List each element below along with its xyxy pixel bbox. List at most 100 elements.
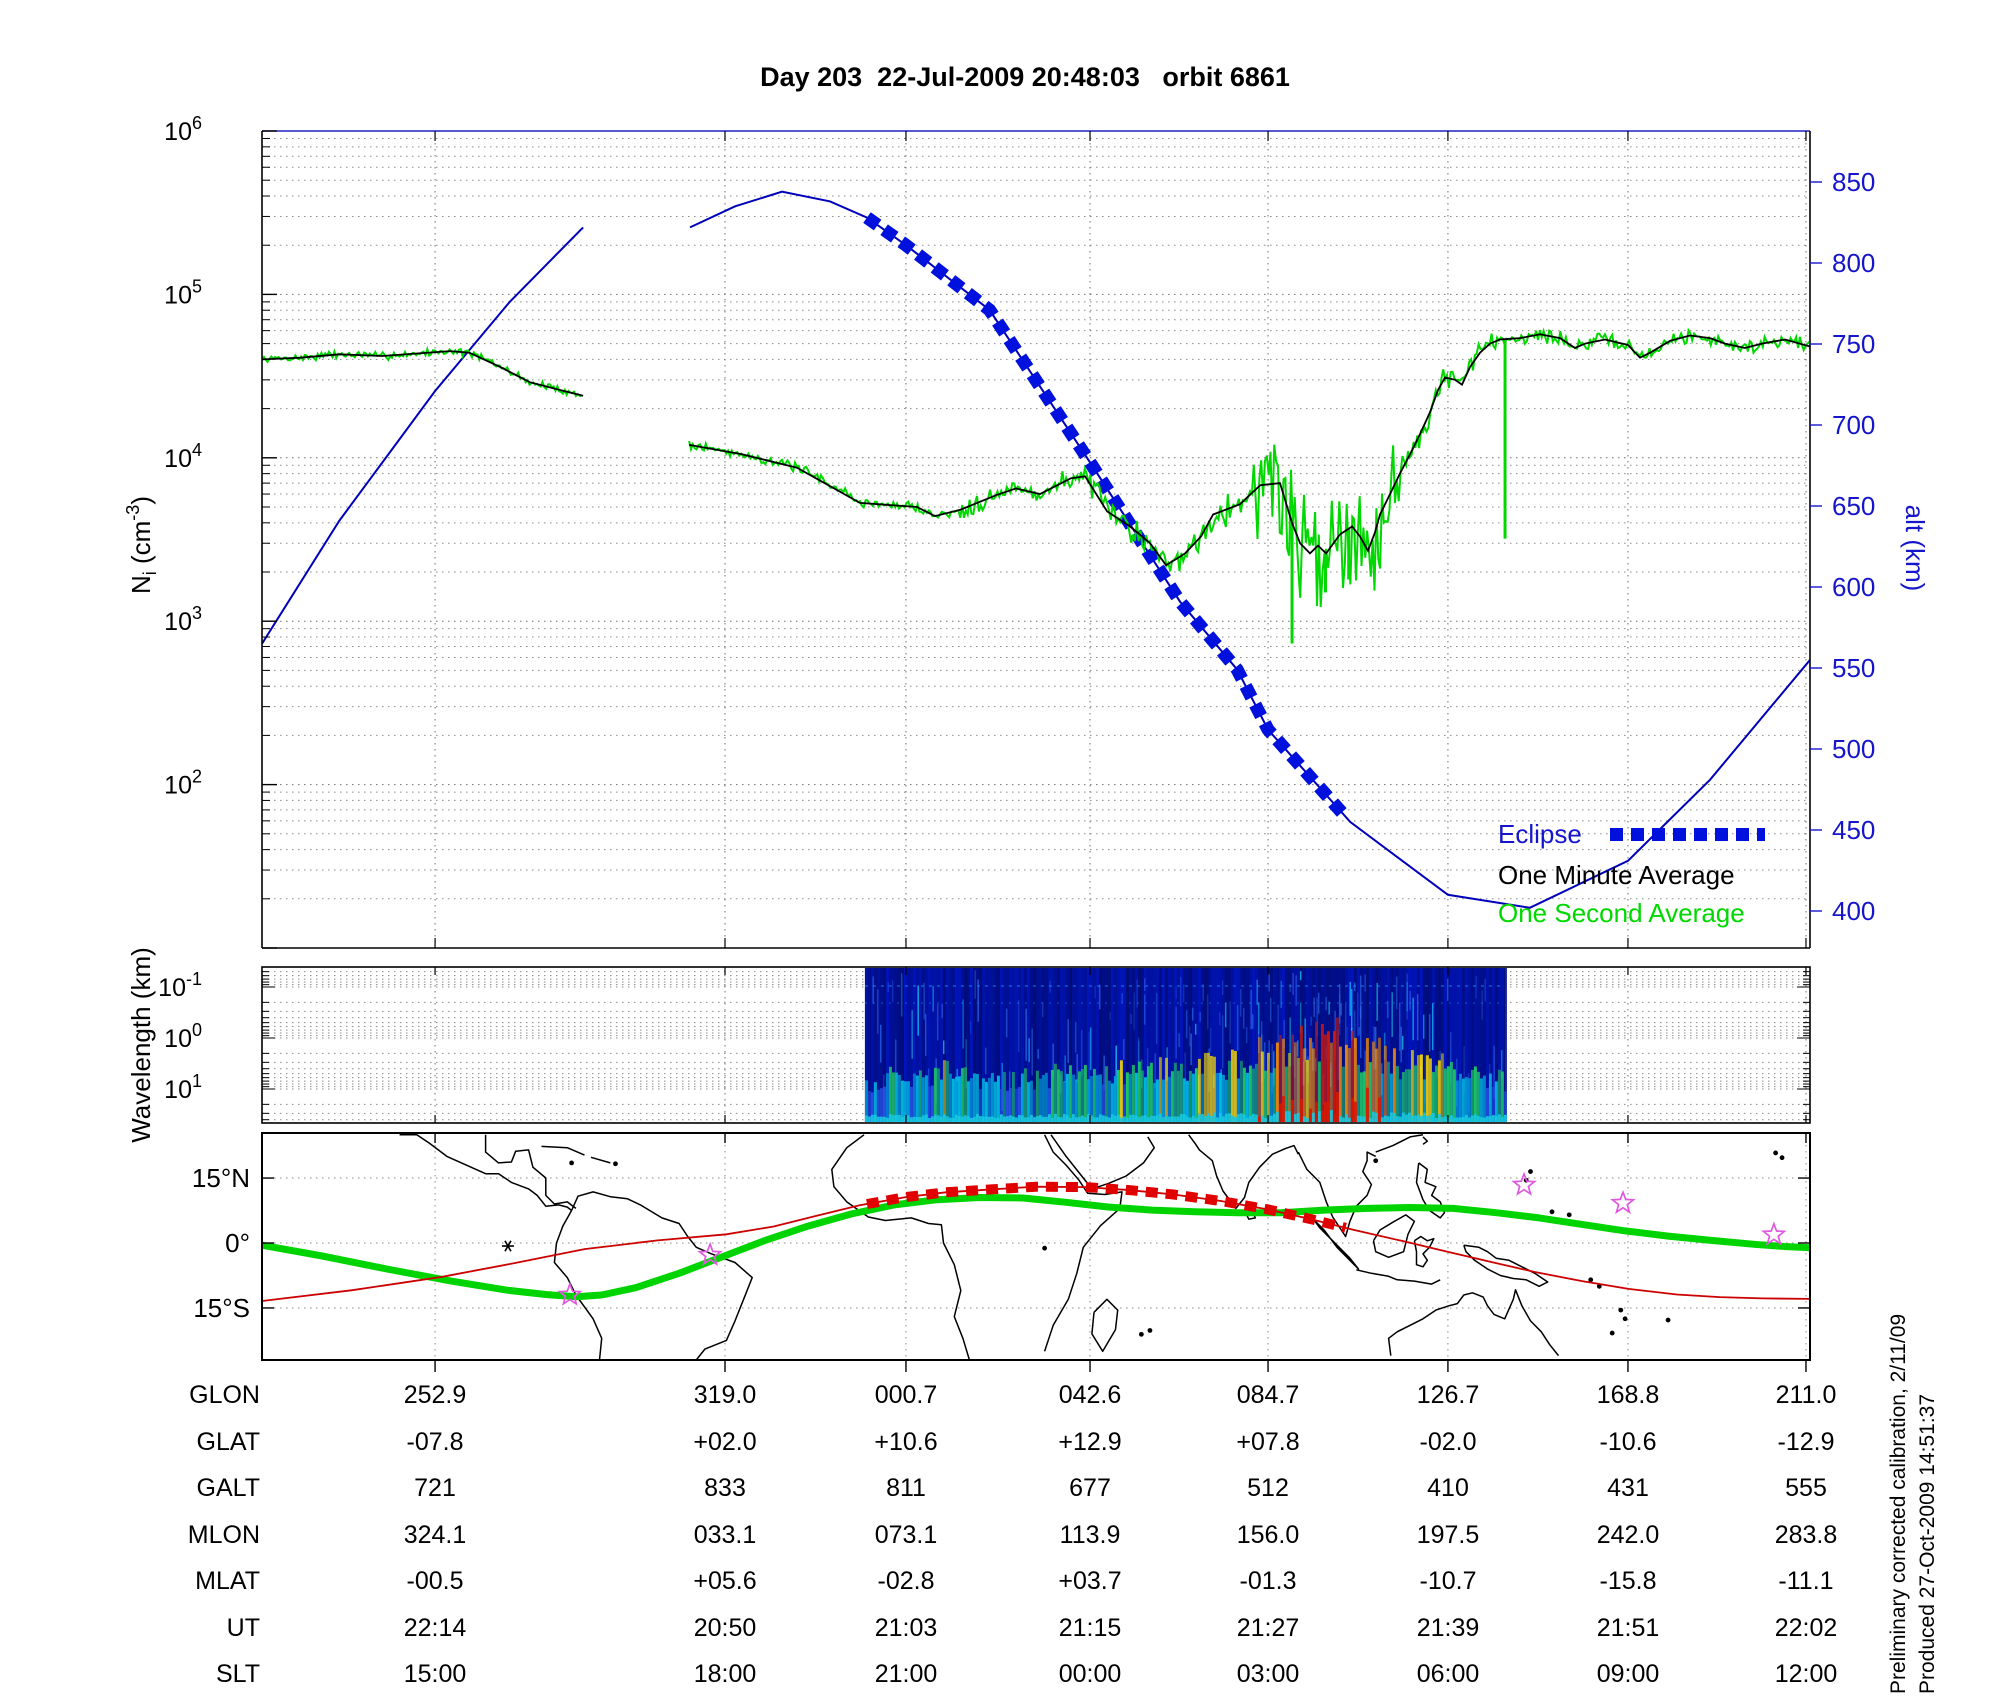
table-cell: 03:00 xyxy=(1236,1660,1300,1688)
table-cell: 410 xyxy=(1427,1474,1469,1502)
svg-text:Wavelength (km): Wavelength (km) xyxy=(126,947,156,1143)
svg-text:550: 550 xyxy=(1832,653,1875,683)
table-cell: +07.8 xyxy=(1236,1428,1300,1456)
table-cell: 21:00 xyxy=(874,1660,938,1688)
density-axes: 400 450 500 550 600 650 700 750 800 850 102​ 103​ 10… xyxy=(123,113,1930,949)
table-cell: -12.9 xyxy=(1777,1428,1835,1456)
coastline xyxy=(1375,1134,1424,1153)
coastline xyxy=(1091,1298,1119,1353)
wavelength-panel: 10-1​ 100​ 101​ Wavelength (km) xyxy=(126,947,1811,1143)
island-dot xyxy=(1138,1331,1144,1337)
page-title: Day 203 22-Jul-2009 20:48:03 orbit 6861 xyxy=(760,62,1290,92)
coastline xyxy=(1050,1134,1156,1190)
svg-text:Ni​ (cm-3​): Ni​ (cm-3​) xyxy=(123,496,160,594)
table-cell: 22:02 xyxy=(1774,1614,1838,1642)
map-panel: 15°N 0° 15°S xyxy=(192,1132,1811,1372)
coastline xyxy=(1387,1289,1560,1357)
ground-track-eclipse-segment xyxy=(866,1181,1347,1233)
alt-axis-label: alt (km) xyxy=(1900,505,1930,592)
table-cell: 677 xyxy=(1069,1474,1111,1502)
table-cell: 555 xyxy=(1785,1474,1827,1502)
table-row: GLAT -07.8 +02.0 +10.6 +12.9 +07.8 -02.0… xyxy=(0,1425,2000,1459)
island-dot xyxy=(1665,1317,1671,1323)
table-cell: +02.0 xyxy=(693,1428,757,1456)
island-dot xyxy=(569,1160,574,1166)
one-minute-average-curve xyxy=(688,333,1810,567)
table-cell: +12.9 xyxy=(1058,1428,1122,1456)
table-cell: 12:00 xyxy=(1774,1660,1838,1688)
table-cell: -11.1 xyxy=(1778,1567,1834,1595)
table-cell: 431 xyxy=(1607,1474,1649,1502)
table-row: GALT 721 833 811 677 512 410 431 555 xyxy=(0,1471,2000,1505)
table-cell: 09:00 xyxy=(1596,1660,1660,1688)
svg-text:100​: 100​ xyxy=(164,1020,202,1053)
row-label-slt: SLT xyxy=(216,1660,260,1688)
table-cell: 084.7 xyxy=(1236,1381,1300,1409)
svg-text:600: 600 xyxy=(1832,572,1875,602)
eclipse-legend-swatch xyxy=(1610,828,1765,841)
production-note-line1: Preliminary corrected calibration, 2/11/… xyxy=(1887,1313,1910,1694)
table-cell: 319.0 xyxy=(693,1381,757,1409)
island-dot xyxy=(1549,1209,1555,1215)
table-cell: 21:15 xyxy=(1058,1614,1122,1642)
table-cell: 721 xyxy=(414,1474,456,1502)
table-cell: 22:14 xyxy=(403,1614,467,1642)
coastline xyxy=(1043,1134,1123,1352)
island-dot xyxy=(1566,1212,1572,1218)
ground-station-star xyxy=(1761,1221,1787,1246)
table-cell: 21:03 xyxy=(874,1614,938,1642)
table-cell: 21:27 xyxy=(1236,1614,1300,1642)
coastline xyxy=(1356,1269,1441,1285)
coastline xyxy=(1297,1151,1377,1238)
y-left-tick-label: 105​ xyxy=(164,276,202,309)
y-left-tick-label: 106​ xyxy=(164,113,202,146)
table-cell: 042.6 xyxy=(1058,1381,1122,1409)
altitude-curve xyxy=(689,190,1810,909)
island-dot xyxy=(1609,1330,1615,1336)
table-row: UT 22:14 20:50 21:03 21:15 21:27 21:39 2… xyxy=(0,1611,2000,1645)
table-cell: 18:00 xyxy=(693,1660,757,1688)
coastline xyxy=(1463,1244,1549,1288)
table-cell: -10.6 xyxy=(1599,1428,1657,1456)
row-label-glat: GLAT xyxy=(196,1428,260,1456)
map-axes: 15°N 0° 15°S xyxy=(192,1132,1811,1372)
asterisk-marker xyxy=(501,1240,514,1252)
table-cell: +03.7 xyxy=(1058,1567,1122,1595)
table-cell: 324.1 xyxy=(403,1521,467,1549)
coastline xyxy=(1188,1134,1299,1210)
table-cell: +10.6 xyxy=(874,1428,938,1456)
table-row: GLON 252.9 319.0 000.7 042.6 084.7 126.7… xyxy=(0,1378,2000,1412)
island-dot xyxy=(613,1161,618,1167)
table-cell: +05.6 xyxy=(693,1567,757,1595)
table-row: MLAT -00.5 +05.6 -02.8 +03.7 -01.3 -10.7… xyxy=(0,1564,2000,1598)
table-cell: -01.3 xyxy=(1239,1567,1297,1595)
svg-text:500: 500 xyxy=(1832,734,1875,764)
altitude-curve xyxy=(262,226,584,645)
svg-text:850: 850 xyxy=(1832,167,1875,197)
island-dot xyxy=(1779,1155,1785,1161)
table-cell: 811 xyxy=(886,1474,926,1502)
ground-station-star xyxy=(697,1241,723,1266)
ground-station-star xyxy=(1511,1171,1537,1196)
table-cell: -07.8 xyxy=(406,1428,464,1456)
island-dot xyxy=(1042,1245,1047,1251)
production-note: Preliminary corrected calibration, 2/11/… xyxy=(1884,1314,1942,1694)
eclipse-segment xyxy=(863,212,1351,822)
table-cell: -15.8 xyxy=(1599,1567,1657,1595)
island-dot xyxy=(1622,1316,1628,1322)
table-cell: -02.0 xyxy=(1419,1428,1477,1456)
table-cell: 126.7 xyxy=(1416,1381,1480,1409)
y-left-tick-label: 103​ xyxy=(164,603,202,636)
row-label-glon: GLON xyxy=(189,1381,260,1409)
table-cell: 15:00 xyxy=(403,1660,467,1688)
table-cell: 242.0 xyxy=(1596,1521,1660,1549)
table-cell: 156.0 xyxy=(1236,1521,1300,1549)
row-label-mlon: MLON xyxy=(187,1521,260,1549)
table-cell: 512 xyxy=(1247,1474,1289,1502)
coastline xyxy=(541,1145,585,1156)
island-dot xyxy=(1147,1328,1153,1333)
table-cell: 113.9 xyxy=(1059,1521,1121,1549)
y-left-tick-label: 102​ xyxy=(164,767,202,800)
